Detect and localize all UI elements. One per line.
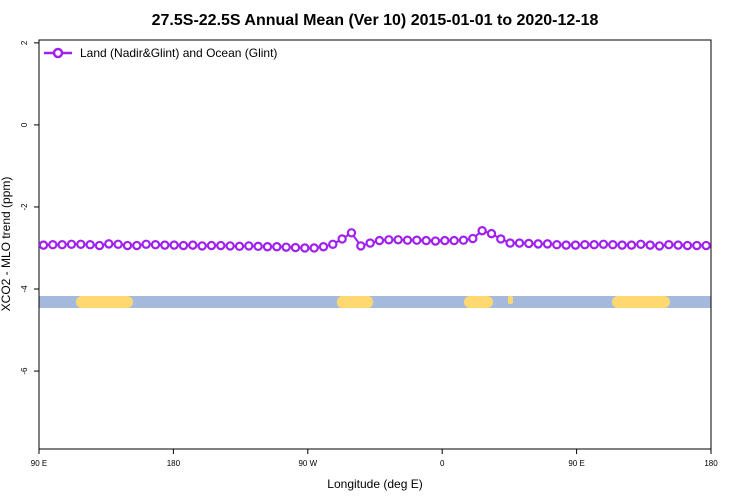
point	[514, 238, 525, 248]
point	[384, 235, 394, 245]
point	[57, 240, 67, 250]
point	[524, 238, 534, 249]
point	[468, 233, 478, 244]
point	[598, 239, 609, 249]
point	[617, 240, 627, 250]
point	[533, 239, 543, 249]
point	[636, 239, 646, 249]
point	[673, 240, 683, 250]
point	[580, 240, 590, 250]
point	[234, 241, 245, 252]
legend-label: Land (Nadir&Glint) and Ocean (Glint)	[80, 46, 277, 60]
point	[570, 240, 581, 250]
point	[300, 243, 310, 253]
point	[94, 240, 105, 251]
point	[374, 235, 385, 246]
point	[346, 228, 357, 238]
y-tick-label: 0	[20, 122, 29, 127]
point	[393, 235, 403, 245]
point	[197, 241, 207, 251]
point	[654, 241, 665, 251]
y-axis-label: XCO2 - MLO trend (ppm)	[0, 177, 13, 312]
point	[225, 241, 235, 251]
point	[113, 239, 123, 249]
point	[337, 234, 347, 244]
point	[449, 235, 459, 246]
x-tick-label: 180	[704, 459, 718, 468]
point	[309, 243, 319, 253]
point	[48, 240, 58, 250]
point	[477, 226, 487, 236]
x-tick-label: 90 E	[568, 459, 584, 468]
point	[682, 240, 693, 251]
x-tick-label: 180	[167, 459, 181, 468]
point	[505, 238, 515, 248]
surface-strip	[39, 296, 711, 308]
y-tick-label: -4	[20, 285, 29, 293]
point	[589, 240, 599, 250]
chart-title: 27.5S-22.5S Annual Mean (Ver 10) 2015-01…	[152, 12, 599, 29]
point	[692, 240, 702, 251]
point	[645, 240, 655, 250]
x-axis-label: Longitude (deg E)	[327, 477, 422, 491]
point	[421, 235, 431, 246]
point	[486, 228, 497, 239]
y-tick-label: 2	[20, 40, 29, 45]
x-tick-label: 90 E	[31, 459, 47, 468]
point	[178, 240, 189, 251]
point	[281, 242, 291, 252]
point	[76, 239, 86, 249]
point	[458, 235, 469, 245]
point	[626, 240, 637, 250]
point	[290, 242, 301, 253]
point	[188, 240, 198, 250]
point	[542, 239, 553, 249]
point	[253, 241, 263, 252]
point	[104, 239, 114, 249]
point	[365, 238, 375, 248]
y-tick-label: -2	[20, 203, 29, 211]
point	[496, 234, 506, 244]
point	[132, 240, 142, 251]
point	[38, 240, 49, 250]
point	[318, 242, 329, 252]
point	[85, 240, 95, 250]
point	[561, 240, 571, 250]
point	[701, 240, 711, 251]
point	[160, 240, 170, 250]
point	[402, 235, 413, 245]
point	[440, 235, 450, 246]
point	[141, 239, 151, 249]
point	[122, 240, 133, 251]
point	[608, 240, 618, 250]
point	[262, 242, 273, 252]
point	[328, 239, 338, 249]
point	[412, 235, 422, 245]
point	[552, 240, 562, 250]
point	[216, 240, 226, 251]
point	[356, 241, 366, 251]
y-tick-label: -6	[20, 367, 29, 375]
point	[272, 242, 282, 252]
point	[664, 240, 674, 250]
point	[150, 240, 161, 250]
point	[244, 241, 254, 251]
x-tick-label: 90 W	[298, 459, 317, 468]
point	[206, 240, 217, 251]
x-tick-label: 0	[440, 459, 445, 468]
legend-marker	[52, 47, 64, 59]
point	[169, 240, 179, 250]
point	[66, 239, 77, 249]
point	[430, 236, 441, 246]
